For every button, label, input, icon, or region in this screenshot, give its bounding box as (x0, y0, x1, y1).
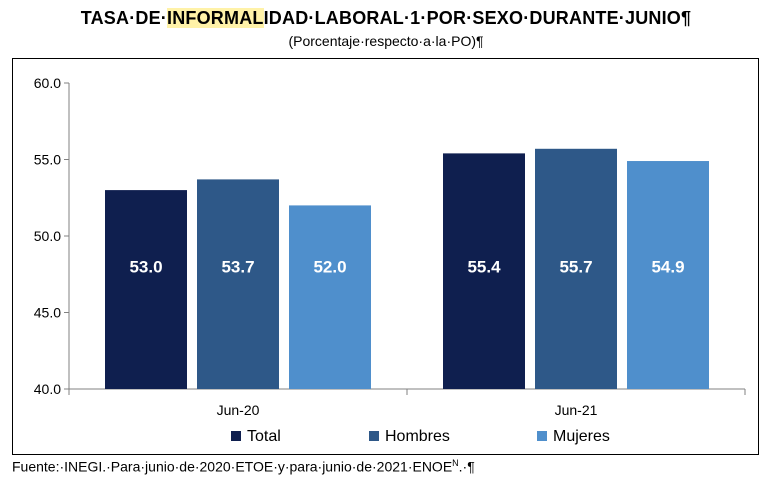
legend-label-hombres: Hombres (385, 428, 450, 445)
data-label: 53.7 (221, 258, 254, 277)
bar-mujeres-jun-20 (289, 205, 371, 389)
bar-mujeres-jun-21 (627, 161, 709, 389)
x-category-label: Jun-21 (555, 402, 598, 418)
highlighted-word: INFORMAL (167, 8, 264, 28)
data-label: 52.0 (313, 258, 346, 277)
legend-label-mujeres: Mujeres (553, 428, 610, 445)
x-category-label: Jun-20 (217, 402, 260, 418)
legend-label-total: Total (247, 428, 281, 445)
bar-hombres-jun-21 (535, 148, 617, 389)
legend-swatch-total (231, 431, 241, 441)
data-label: 53.0 (129, 258, 162, 277)
data-label: 55.4 (467, 258, 501, 277)
y-tick-label: 45.0 (34, 305, 61, 321)
legend-swatch-hombres (369, 431, 379, 441)
chart-title: TASA·DE·INFORMALIDAD·LABORAL·1·POR·SEXO·… (80, 8, 692, 28)
bar-chart: 40.0 45.0 50.0 55.0 60.0 53.0 53.7 52.0 Jun-20 55… (34, 75, 746, 445)
data-label: 55.7 (559, 258, 592, 277)
y-tick-label: 55.0 (34, 152, 61, 168)
source-note: Fuente:·INEGI.·Para·junio·de·2020·ETOE·y… (12, 458, 475, 475)
chart-frame: 40.0 45.0 50.0 55.0 60.0 53.0 53.7 52.0 Jun-20 55… (12, 58, 759, 455)
bar-total-jun-21 (443, 153, 525, 389)
data-label: 54.9 (651, 258, 684, 277)
legend-swatch-mujeres (537, 431, 547, 441)
y-tick-label: 40.0 (34, 381, 61, 397)
y-tick-label: 50.0 (34, 228, 61, 244)
y-tick-label: 60.0 (34, 75, 61, 91)
bar-hombres-jun-20 (197, 179, 279, 389)
chart-subtitle: (Porcentaje·respecto·a·la·PO)¶ (288, 33, 484, 49)
bar-total-jun-20 (105, 190, 187, 389)
